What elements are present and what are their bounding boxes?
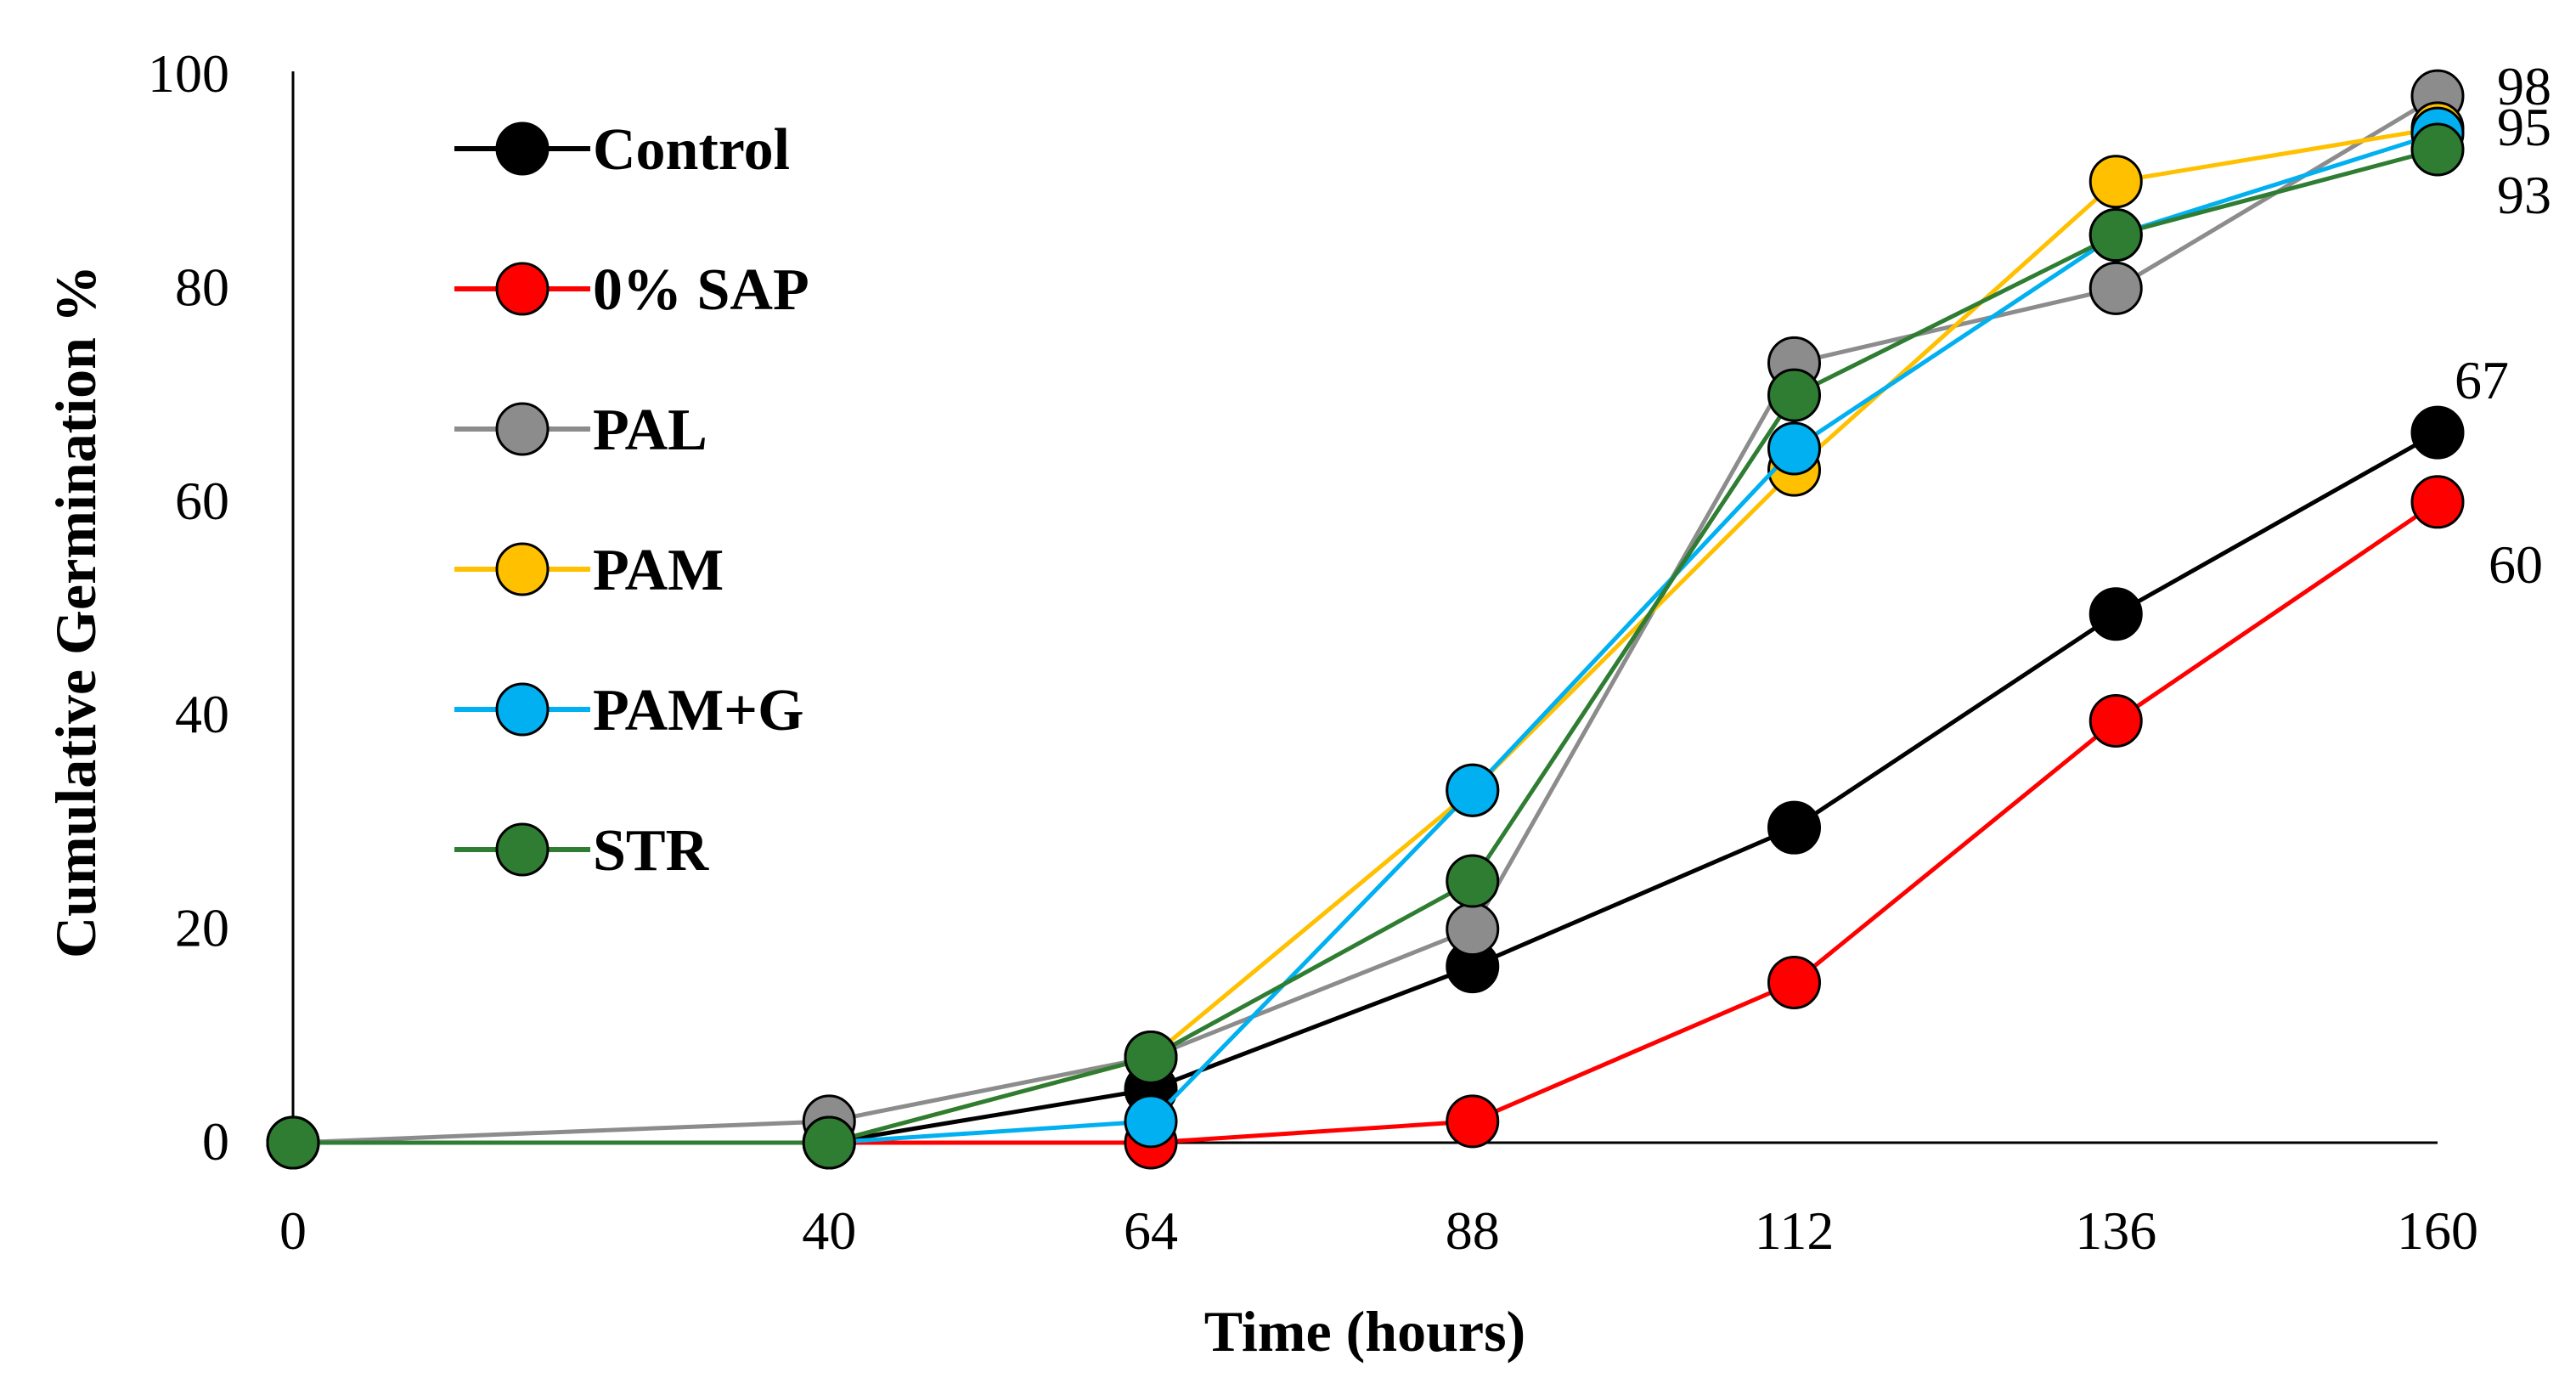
data-point — [2088, 155, 2143, 209]
data-point — [1767, 421, 1821, 476]
series-str — [266, 122, 2465, 1170]
y-axis-title: Cumulative Germination % — [43, 265, 108, 958]
legend-label: 0% SAP — [593, 257, 809, 323]
legend-label: PAM — [593, 538, 724, 603]
x-tick-label: 40 — [802, 1200, 856, 1261]
end-value-label: 98 — [2497, 56, 2551, 116]
data-point — [1446, 1094, 1500, 1149]
y-tick-label: 100 — [148, 43, 229, 104]
data-point — [1767, 800, 1821, 855]
data-point — [1767, 368, 1821, 422]
legend-label: STR — [593, 818, 710, 884]
series-control — [266, 405, 2465, 1170]
y-tick-label: 20 — [175, 898, 229, 958]
y-tick-label: 60 — [175, 471, 229, 531]
end-value-label: 93 — [2497, 165, 2551, 225]
legend-marker — [495, 121, 550, 176]
legend: Control 0% SAP PAL PAM PAM+G STR — [454, 117, 809, 884]
legend-label: Control — [593, 117, 790, 183]
data-point — [2088, 261, 2143, 315]
data-point — [1446, 902, 1500, 957]
data-point — [2410, 475, 2465, 529]
end-value-label: 60 — [2489, 534, 2543, 595]
data-point — [2088, 587, 2143, 641]
data-point — [1124, 1094, 1178, 1149]
y-tick-label: 40 — [175, 684, 229, 744]
legend-item: PAM — [454, 538, 724, 603]
x-tick-label: 136 — [2075, 1200, 2156, 1261]
data-point — [1446, 854, 1500, 908]
x-tick-label: 64 — [1124, 1200, 1178, 1261]
data-point — [1124, 1030, 1178, 1084]
y-tick-label: 0 — [202, 1111, 229, 1172]
data-point — [2088, 693, 2143, 748]
x-tick-label: 112 — [1755, 1200, 1835, 1261]
end-value-label: 95 — [2497, 97, 2551, 157]
legend-marker — [495, 682, 550, 737]
legend-item: 0% SAP — [454, 257, 809, 323]
legend-label: PAL — [593, 398, 707, 463]
legend-item: PAM+G — [454, 678, 804, 743]
x-axis-title: Time (hours) — [1204, 1299, 1525, 1364]
x-tick-label: 0 — [279, 1200, 307, 1261]
data-point — [266, 1115, 320, 1170]
legend-marker — [495, 402, 550, 456]
legend-marker — [495, 822, 550, 877]
legend-label: PAM+G — [593, 678, 804, 743]
legend-marker — [495, 262, 550, 316]
data-point — [2410, 122, 2465, 177]
x-tick-label: 160 — [2397, 1200, 2478, 1261]
data-point — [2410, 405, 2465, 460]
legend-item: STR — [454, 818, 710, 884]
legend-item: PAL — [454, 398, 707, 463]
y-tick-label: 80 — [175, 257, 229, 317]
legend-marker — [495, 542, 550, 596]
data-point — [802, 1115, 856, 1170]
axes: 0 20 40 60 80 100 0 40 64 88 112 136 160 — [148, 43, 2478, 1261]
legend-item: Control — [454, 117, 790, 183]
x-tick-label: 88 — [1446, 1200, 1500, 1261]
end-value-label: 67 — [2455, 350, 2509, 410]
data-point — [1767, 955, 1821, 1009]
data-point — [1446, 763, 1500, 817]
data-point — [2088, 208, 2143, 263]
